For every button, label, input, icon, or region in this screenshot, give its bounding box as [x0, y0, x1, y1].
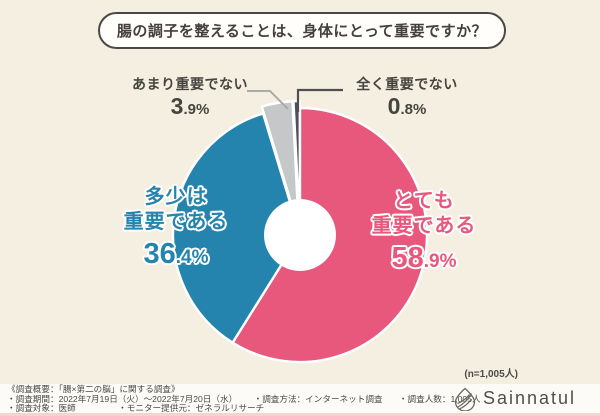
- slice-percent: 58.9%: [391, 242, 457, 274]
- slice-label-text: 全く重要でない: [356, 76, 458, 92]
- leaf-drop-icon: [454, 387, 476, 411]
- chart-title: 腸の調子を整えることは、身体にとって重要ですか？: [98, 12, 506, 49]
- sample-size-label: (n=1,005人): [464, 369, 518, 380]
- slice-percent: 36.4%: [143, 238, 209, 270]
- slice-label-line: 多少は: [144, 186, 208, 208]
- label-not-important: 全く重要でない 0.8%: [342, 76, 472, 122]
- survey-monitor: ・モニター提供元：ゼネラルリサーチ: [118, 403, 265, 414]
- survey-respondents: ・調査人数：1,005人: [398, 393, 481, 404]
- slice-percent: 0.8%: [387, 93, 427, 119]
- bottom-accent-line: [0, 413, 600, 416]
- donut-hole: [264, 199, 336, 271]
- label-slightly-unimportant: あまり重要でない 3.9%: [125, 76, 255, 122]
- pie-slice-3: [292, 99, 302, 230]
- survey-overview: 《調査概要：「腸×第二の脳」に関する調査》: [7, 384, 180, 394]
- pie-slice-1: [171, 112, 302, 344]
- chart-title-text: 腸の調子を整えることは、身体にとって重要ですか？: [116, 23, 488, 40]
- footer-bar: 《調査概要：「腸×第二の脳」に関する調査》 ・調査期間：2022年7月19日（火…: [0, 384, 600, 413]
- callout-line-not-important: [296, 88, 343, 112]
- brand-logo: Sainnatul: [453, 384, 576, 413]
- brand-name: Sainnatul: [483, 388, 577, 408]
- slice-percent: 3.9%: [170, 93, 210, 119]
- callout-line-slightly-unimportant: [247, 90, 289, 110]
- slice-label-text: あまり重要でない: [132, 76, 248, 92]
- slice-label-line: とても: [393, 190, 455, 212]
- survey-target: ・調査対象：医師: [7, 403, 76, 414]
- survey-method: ・調査方法：インターネット調査: [253, 393, 383, 404]
- label-somewhat-important: 多少は 重要である 36.4%: [108, 185, 244, 274]
- survey-period: ・調査期間：2022年7月19日（火）～2022年7月20日（水）: [7, 393, 238, 404]
- label-very-important: とても 重要である 58.9%: [356, 189, 492, 278]
- slice-label-line: 重要である: [123, 211, 229, 233]
- slice-label-line: 重要である: [371, 215, 477, 237]
- survey-notes: 《調査概要：「腸×第二の脳」に関する調査》 ・調査期間：2022年7月19日（火…: [7, 384, 481, 414]
